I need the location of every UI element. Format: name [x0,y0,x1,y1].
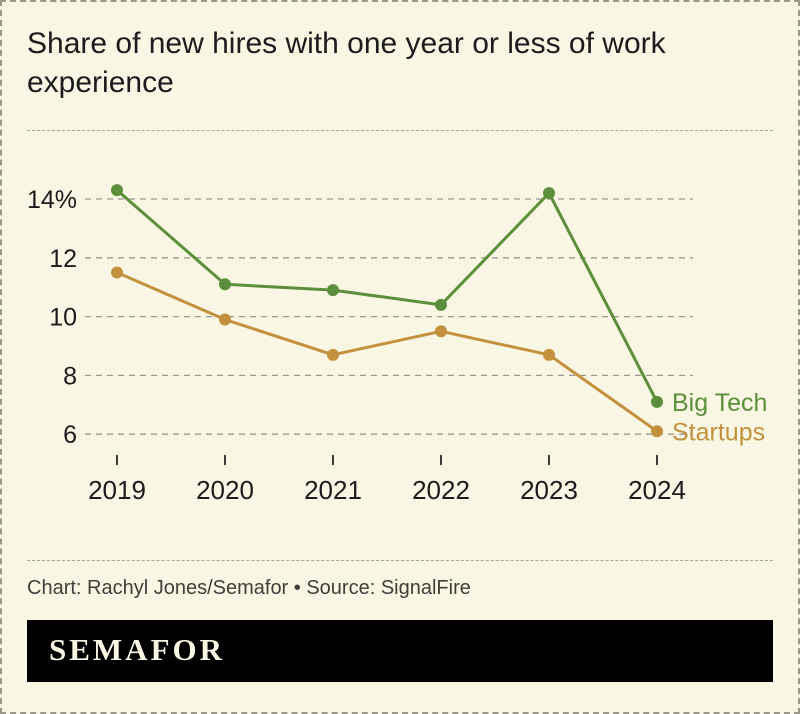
line-chart: 6 8 10 12 14% 2019 2020 2021 2022 2023 2024 Big Tec… [27,184,767,505]
x-axis-label-2023: 2023 [520,475,578,505]
data-point-big-tech-2019 [111,184,123,197]
semafor-wordmark: SEMAFOR [49,632,225,667]
y-axis-label-6: 6 [63,421,77,449]
data-point-startups-2019 [111,266,123,279]
data-point-big-tech-2022 [435,298,447,311]
separator-bottom [27,560,773,561]
data-point-startups-2021 [327,348,339,361]
separator-top [27,130,773,131]
series-line-startups [115,271,659,433]
y-axis-label-10: 10 [49,304,77,332]
data-point-startups-2024 [651,425,663,438]
data-point-big-tech-2021 [327,284,339,297]
chart-title: Share of new hires with one year or less… [27,27,666,99]
chart-credit: Chart: Rachyl Jones/Semafor • Source: Si… [27,577,471,599]
data-point-big-tech-2024 [651,395,663,408]
series-label-big-tech: Big Tech [672,389,767,417]
series-line-big-tech [115,188,659,404]
y-axis-label-12: 12 [49,245,77,273]
data-point-big-tech-2020 [219,278,231,291]
data-point-big-tech-2023 [543,187,555,200]
semafor-logo-bar: SEMAFOR [27,620,773,682]
y-axis-label-8: 8 [63,362,77,390]
x-axis-label-2019: 2019 [88,475,146,505]
y-axis-label-14: 14% [27,186,77,214]
data-point-startups-2020 [219,313,231,326]
data-point-startups-2022 [435,325,447,338]
x-axis-label-2020: 2020 [196,475,254,505]
x-axis-label-2022: 2022 [412,475,470,505]
x-axis-label-2021: 2021 [304,475,362,505]
data-point-startups-2023 [543,348,555,361]
series-label-startups: Startups [672,418,765,446]
x-axis-label-2024: 2024 [628,475,686,505]
